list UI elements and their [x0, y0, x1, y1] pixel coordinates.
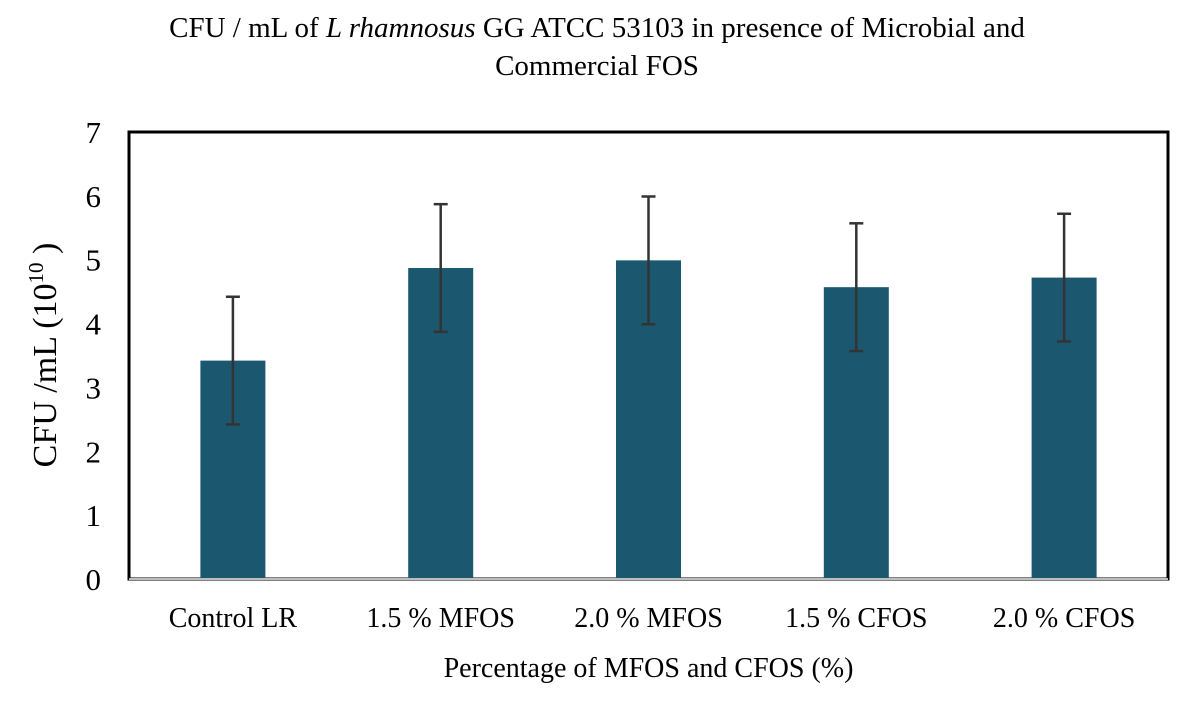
chart-title-line2: Commercial FOS	[495, 50, 699, 82]
x-axis-label: Percentage of MFOS and CFOS (%)	[444, 653, 854, 684]
y-tick-label: 6	[86, 179, 102, 214]
y-axis-label: CFU /mL (1010 )	[24, 243, 64, 468]
title-suffix: GG ATCC 53103 in presence of Microbial a…	[475, 12, 1025, 44]
y-tick-label: 4	[86, 307, 102, 342]
y-tick-label: 3	[86, 370, 102, 405]
x-tick-label: 1.5 % CFOS	[785, 603, 927, 634]
chart-title-line1: CFU / mL of L rhamnosus GG ATCC 53103 in…	[0, 10, 1194, 46]
title-prefix: CFU / mL of	[169, 12, 326, 44]
y-tick-label: 2	[86, 434, 102, 469]
y-tick-label: 0	[86, 562, 102, 597]
x-tick-label: 2.0 % CFOS	[993, 603, 1135, 634]
y-tick-label: 5	[86, 243, 102, 278]
title-species: L rhamnosus	[325, 12, 476, 44]
x-tick-label: 2.0 % MFOS	[574, 603, 723, 634]
x-tick-label: Control LR	[169, 603, 298, 634]
y-tick-label: 1	[86, 498, 102, 533]
y-tick-label: 7	[86, 115, 102, 150]
x-tick-label: 1.5 % MFOS	[366, 603, 515, 634]
